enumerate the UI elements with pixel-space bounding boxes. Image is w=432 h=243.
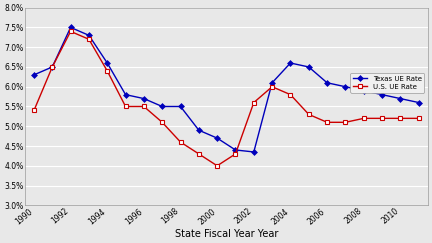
- Texas UE Rate: [50, 66, 55, 69]
- Texas UE Rate: [343, 85, 348, 88]
- Texas UE Rate: [233, 148, 238, 151]
- X-axis label: State Fiscal Year Year: State Fiscal Year Year: [175, 229, 278, 239]
- Texas UE Rate: [251, 150, 256, 153]
- U.S. UE Rate: [251, 101, 256, 104]
- Texas UE Rate: [398, 97, 403, 100]
- U.S. UE Rate: [306, 113, 311, 116]
- Texas UE Rate: [379, 93, 384, 96]
- Texas UE Rate: [215, 137, 220, 139]
- U.S. UE Rate: [159, 121, 165, 124]
- U.S. UE Rate: [288, 93, 293, 96]
- Texas UE Rate: [416, 101, 421, 104]
- U.S. UE Rate: [68, 30, 73, 33]
- U.S. UE Rate: [361, 117, 366, 120]
- U.S. UE Rate: [86, 38, 92, 41]
- U.S. UE Rate: [416, 117, 421, 120]
- U.S. UE Rate: [123, 105, 128, 108]
- U.S. UE Rate: [50, 66, 55, 69]
- U.S. UE Rate: [398, 117, 403, 120]
- Texas UE Rate: [86, 34, 92, 37]
- Texas UE Rate: [324, 81, 330, 84]
- U.S. UE Rate: [215, 164, 220, 167]
- U.S. UE Rate: [141, 105, 146, 108]
- U.S. UE Rate: [233, 152, 238, 155]
- Texas UE Rate: [306, 66, 311, 69]
- Texas UE Rate: [159, 105, 165, 108]
- Texas UE Rate: [288, 61, 293, 64]
- Texas UE Rate: [141, 97, 146, 100]
- Texas UE Rate: [68, 26, 73, 29]
- Texas UE Rate: [32, 73, 37, 76]
- Legend: Texas UE Rate, U.S. UE Rate: Texas UE Rate, U.S. UE Rate: [350, 73, 424, 93]
- Line: U.S. UE Rate: U.S. UE Rate: [32, 29, 421, 168]
- Texas UE Rate: [178, 105, 183, 108]
- U.S. UE Rate: [32, 109, 37, 112]
- U.S. UE Rate: [270, 85, 275, 88]
- U.S. UE Rate: [343, 121, 348, 124]
- Texas UE Rate: [105, 61, 110, 64]
- Texas UE Rate: [123, 93, 128, 96]
- Texas UE Rate: [270, 81, 275, 84]
- Texas UE Rate: [361, 89, 366, 92]
- U.S. UE Rate: [379, 117, 384, 120]
- U.S. UE Rate: [105, 69, 110, 72]
- U.S. UE Rate: [178, 141, 183, 144]
- U.S. UE Rate: [324, 121, 330, 124]
- U.S. UE Rate: [196, 152, 201, 155]
- Line: Texas UE Rate: Texas UE Rate: [32, 25, 421, 154]
- Texas UE Rate: [196, 129, 201, 132]
